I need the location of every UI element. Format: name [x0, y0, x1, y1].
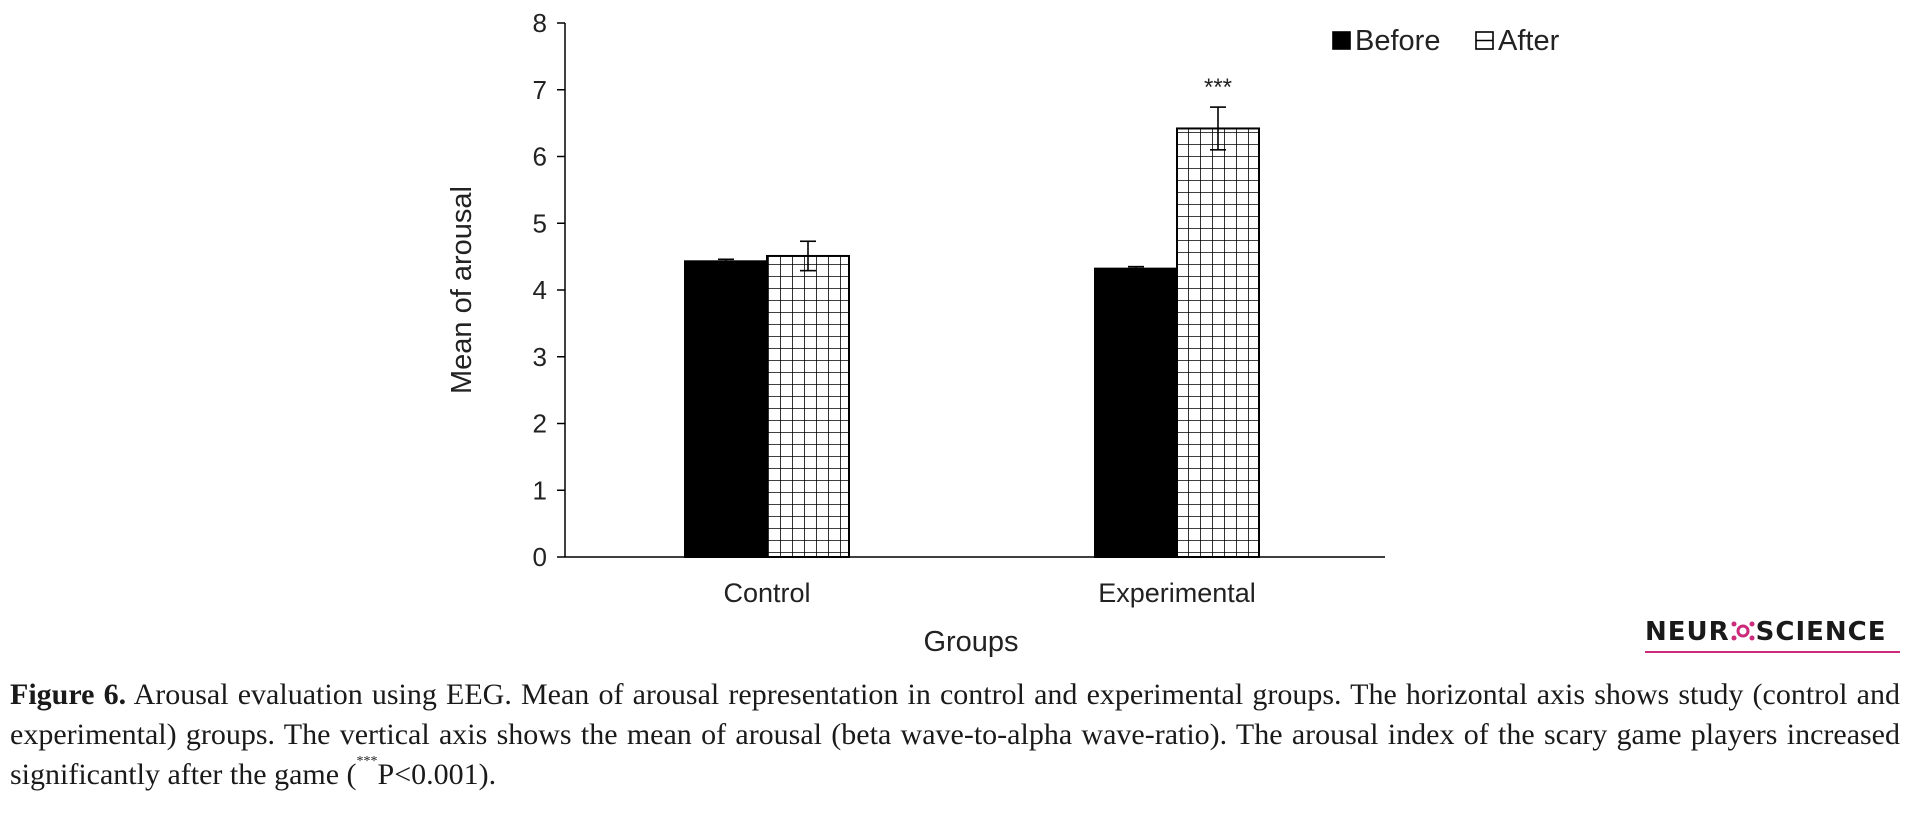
neuroscience-logo: NEUR SCIENCE — [1645, 617, 1900, 653]
legend-swatch-before — [1332, 31, 1351, 50]
logo-text-right: SCIENCE — [1755, 617, 1887, 647]
bar-after-experimental — [1176, 127, 1260, 558]
y-axis-title: Mean of arousal — [446, 186, 478, 394]
x-axis-title: Groups — [923, 626, 1018, 658]
logo-text-left: NEUR — [1645, 617, 1730, 647]
caption-text-2: P<0.001). — [377, 758, 497, 791]
bar-before-control — [684, 260, 768, 558]
bars — [684, 106, 1260, 559]
legend-label-before: Before — [1355, 25, 1440, 57]
bar-before-experimental — [1094, 267, 1178, 558]
y-tick-label: 0 — [533, 542, 547, 572]
x-category-label: Control — [723, 578, 810, 608]
caption-label: Figure 6. — [10, 678, 127, 711]
y-tick-label: 2 — [533, 409, 547, 439]
legend-label-after: After — [1498, 25, 1560, 57]
legend: Before After — [1332, 25, 1560, 57]
figure-caption: Figure 6. Arousal evaluation using EEG. … — [10, 675, 1900, 795]
bar-after-control — [766, 254, 850, 559]
bar-chart: 0 1 2 3 4 5 6 7 8 Control *** Experimental Groups Me… — [446, 8, 1560, 658]
y-tick-label: 8 — [533, 8, 547, 38]
significance-annotation: *** — [1204, 74, 1232, 101]
y-tick-label: 6 — [533, 142, 547, 172]
y-tick-label: 4 — [533, 275, 547, 305]
y-tick-label: 1 — [533, 475, 547, 505]
y-tick-label: 5 — [533, 208, 547, 238]
caption-text-1: Arousal evaluation using EEG. Mean of ar… — [10, 678, 1900, 791]
y-tick-label: 3 — [533, 342, 547, 372]
neuron-icon — [1731, 621, 1755, 641]
labels: Control *** Experimental Groups Mean of arou… — [446, 74, 1256, 658]
x-category-label: Experimental — [1098, 578, 1256, 608]
caption-significance-mark: *** — [356, 754, 378, 769]
y-tick-label: 7 — [533, 75, 547, 105]
